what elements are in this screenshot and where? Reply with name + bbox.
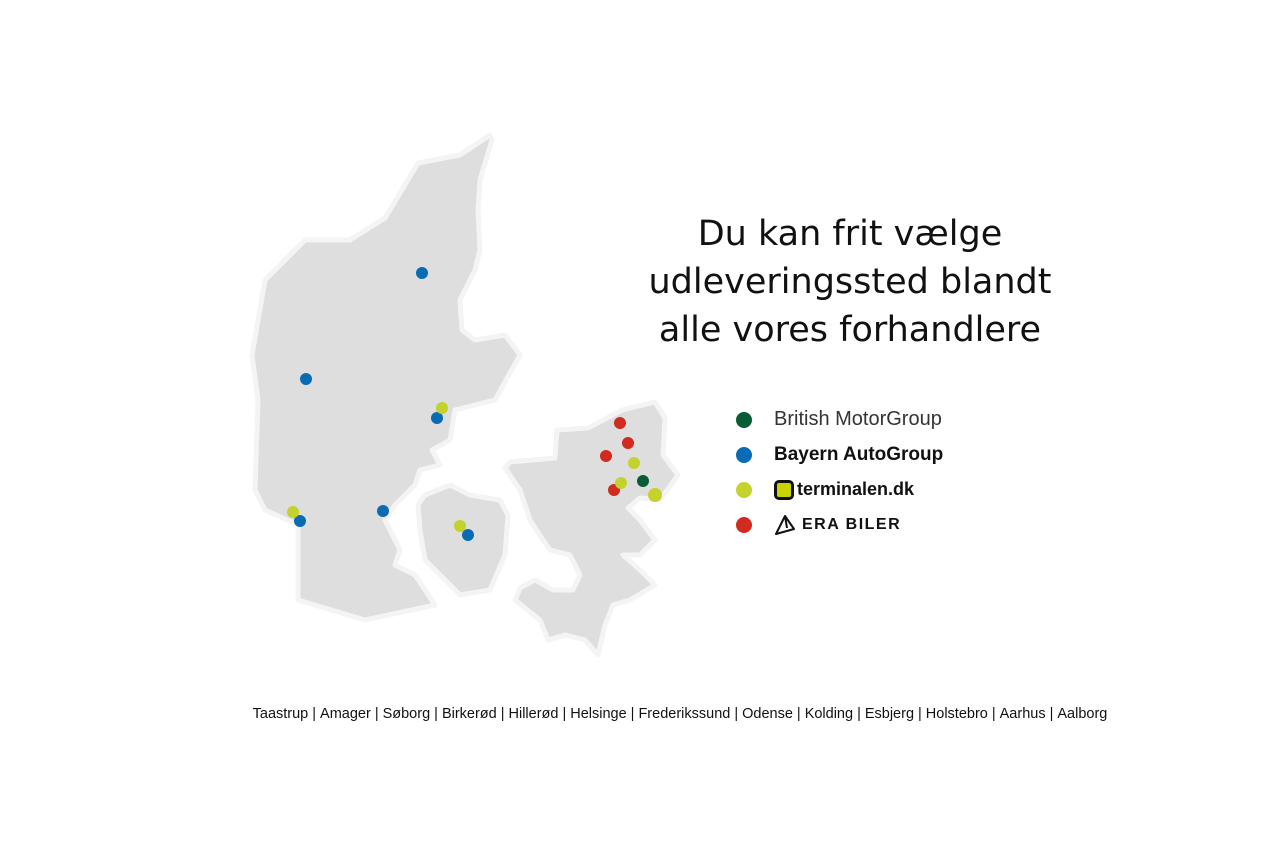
separator: | (857, 706, 861, 722)
city-name: Aalborg (1057, 706, 1108, 722)
dealer-marker (431, 412, 443, 424)
separator: | (562, 706, 567, 722)
city-list: Taastrup | Amager | Søborg | Birkerød | Hillerød… (0, 706, 1280, 722)
dealer-marker (416, 267, 428, 279)
region-funen (415, 482, 511, 598)
separator: | (374, 706, 379, 722)
legend-label-text: ERA BILER (802, 515, 902, 533)
headline: Du kan frit vælge udleveringssted blandt… (620, 210, 1080, 354)
separator: | (796, 706, 801, 722)
dealer-marker (600, 450, 612, 462)
separator: | (434, 706, 438, 722)
city-name: Hillerød (508, 706, 559, 722)
headline-line-1: Du kan frit vælge (697, 214, 1003, 254)
city-name: Odense (742, 706, 793, 722)
region-zealand (502, 399, 681, 658)
city-name: Taastrup (252, 706, 309, 722)
dealer-marker (622, 437, 634, 449)
separator: | (1049, 706, 1054, 722)
legend: British MotorGroup Bayern AutoGroup term… (736, 402, 943, 542)
legend-dot-icon (736, 446, 752, 463)
city-name: Søborg (382, 706, 431, 722)
city-name: Holstebro (925, 706, 988, 722)
dealer-marker (287, 506, 299, 518)
dealer-marker (462, 529, 474, 541)
region-jutland (249, 132, 523, 623)
legend-item-bayern-autogroup: Bayern AutoGroup (736, 437, 943, 472)
city-name: Aarhus (999, 706, 1046, 722)
dealer-marker (377, 505, 389, 517)
city-name: Esbjerg (864, 706, 915, 722)
legend-label: British MotorGroup (774, 408, 942, 430)
legend-label: terminalen.dk (774, 479, 914, 500)
dealer-marker (614, 417, 626, 429)
city-name: Amager (320, 706, 371, 722)
legend-dot-icon (736, 516, 752, 533)
dealer-marker (628, 457, 640, 469)
separator: | (312, 706, 317, 722)
dealer-marker (454, 520, 466, 532)
separator: | (630, 706, 635, 722)
dealer-marker (615, 477, 627, 489)
legend-item-era-biler: ERA BILER (736, 507, 943, 542)
dealer-marker (436, 402, 448, 414)
separator: | (991, 706, 996, 722)
separator: | (734, 706, 739, 722)
legend-label-text: terminalen.dk (797, 479, 915, 499)
legend-label: Bayern AutoGroup (774, 443, 944, 465)
city-name: Frederikssund (638, 706, 731, 722)
legend-dot-icon (736, 411, 752, 428)
era-logo-icon (775, 514, 795, 535)
dealer-marker (294, 515, 306, 527)
legend-item-terminalen: terminalen.dk (736, 472, 943, 507)
city-name: Helsinge (570, 706, 627, 722)
headline-line-2: udleveringssted blandt (648, 262, 1052, 302)
dealer-marker (637, 475, 649, 487)
legend-dot-icon (736, 481, 752, 498)
dealer-marker (300, 373, 312, 385)
headline-line-3: alle vores forhandlere (658, 310, 1042, 350)
terminalen-logo-icon (774, 479, 794, 500)
separator: | (500, 706, 505, 722)
dealer-marker (648, 488, 662, 502)
city-name: Kolding (804, 706, 854, 722)
legend-label: ERA BILER (774, 514, 902, 535)
legend-item-british-motorgroup: British MotorGroup (736, 402, 943, 437)
separator: | (918, 706, 922, 722)
city-name: Birkerød (441, 706, 497, 722)
